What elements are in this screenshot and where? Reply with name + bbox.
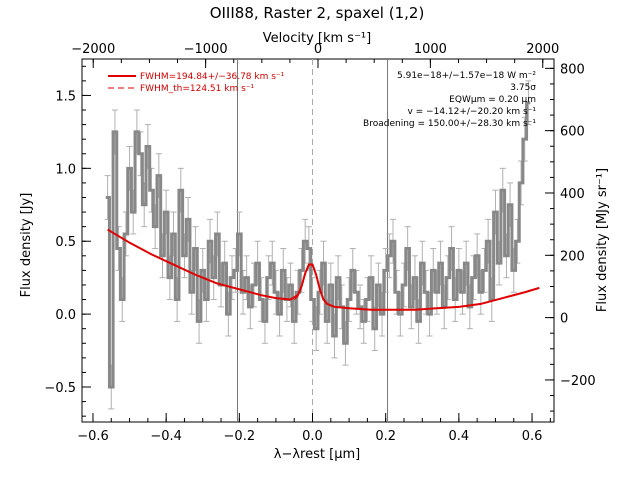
x-tick-label: 0.0: [302, 429, 323, 444]
annotation-broadening: Broadening = 150.00+/−28.30 km s⁻¹: [363, 119, 536, 129]
annotation-flux: 5.91e−18+/−1.57e−18 W m⁻²: [397, 71, 536, 81]
annotation-sigma: 3.75σ: [510, 83, 536, 93]
x-tick-label: 0.6: [522, 429, 543, 444]
y2-tick-label: 400: [560, 187, 585, 202]
x-tick-label: 0.2: [375, 429, 396, 444]
x2-tick-label: −1000: [184, 42, 228, 57]
legend-label-fwhm-th: FWHM_th=124.51 km s⁻¹: [140, 84, 255, 94]
x-tick-label: −0.2: [224, 429, 256, 444]
x-tick-label: 0.4: [449, 429, 470, 444]
x-tick-label: −0.4: [150, 429, 182, 444]
x2-tick-label: 2000: [526, 42, 559, 57]
x2-tick-label: 0: [314, 42, 322, 57]
y-tick-label: 1.0: [55, 162, 76, 177]
annotation-eqw: EQWμm = 0.20 μm: [449, 95, 536, 105]
chart-title: OIII88, Raster 2, spaxel (1,2): [210, 4, 425, 22]
x-tick-label: −0.6: [77, 429, 109, 444]
annotation-velocity: v = −14.12+/−20.20 km s⁻¹: [407, 107, 536, 117]
fit-curve-thermal: [293, 265, 328, 305]
y-tick-label: 0.5: [55, 235, 76, 250]
y-axis-label: Flux density [Jy]: [19, 193, 34, 298]
x-axis-label: λ−λrest [μm]: [274, 447, 360, 462]
y-tick-label: −0.5: [44, 381, 76, 396]
legend-label-fwhm: FWHM=194.84+/−36.78 km s⁻¹: [140, 72, 285, 82]
y-tick-label: 0.0: [55, 308, 76, 323]
annotation-block: 5.91e−18+/−1.57e−18 W m⁻² 3.75σ EQWμm = …: [363, 71, 536, 129]
legend: FWHM=194.84+/−36.78 km s⁻¹ FWHM_th=124.5…: [108, 72, 285, 94]
x2-tick-label: −2000: [71, 42, 115, 57]
y2-tick-label: 200: [560, 249, 585, 264]
y2-tick-label: 600: [560, 125, 585, 140]
spectrum-series: [105, 101, 531, 389]
y2-tick-label: 800: [560, 62, 585, 77]
y2-tick-label: 0: [560, 312, 568, 327]
y2-tick-label: −200: [560, 374, 596, 389]
y-tick-label: 1.5: [55, 89, 76, 104]
x2-tick-label: 1000: [414, 42, 447, 57]
right-axis-label: Flux density [MJy sr⁻¹]: [595, 168, 610, 312]
top-axis-label: Velocity [km s⁻¹]: [263, 31, 371, 46]
